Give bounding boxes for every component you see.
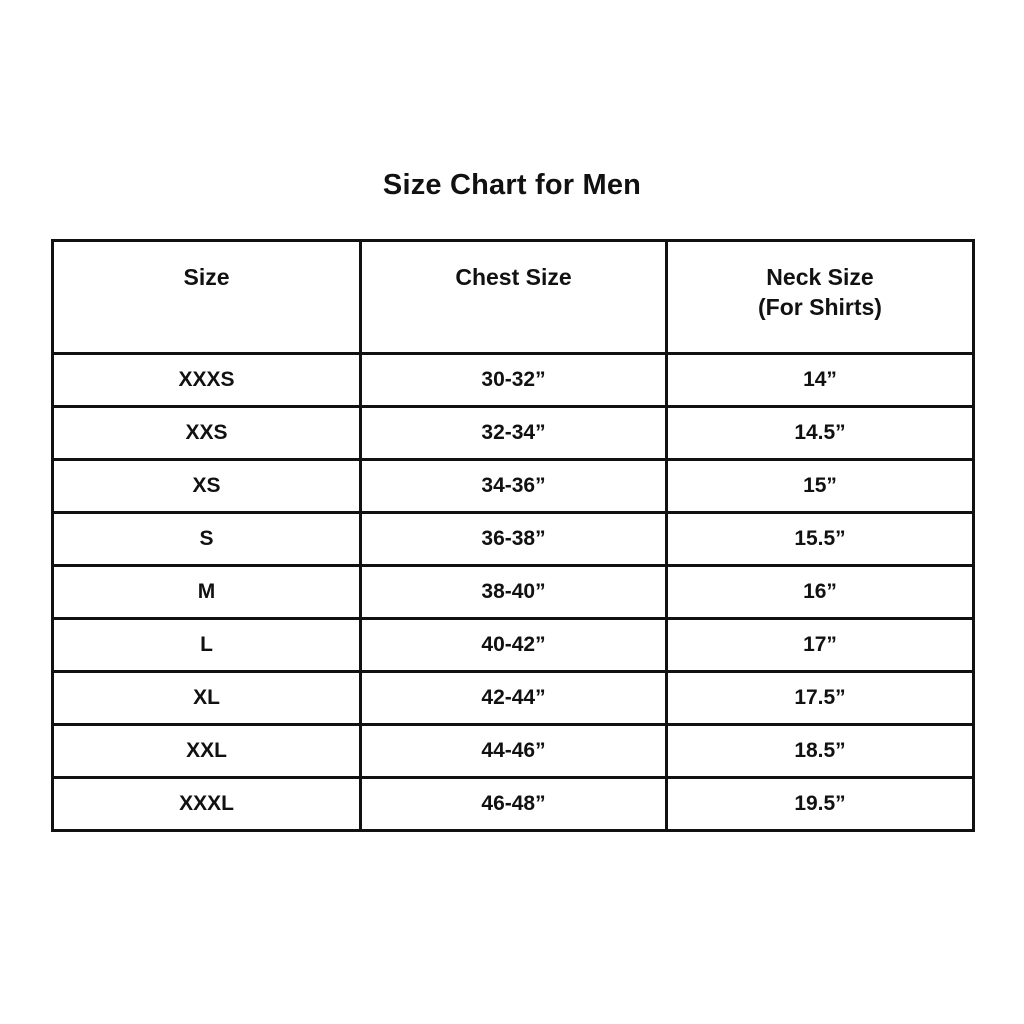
column-header-size: Size bbox=[51, 239, 362, 355]
cell-size: L bbox=[51, 617, 362, 673]
table-row: XXS 32-34” 14.5” bbox=[51, 405, 975, 461]
table-header: Size Chest Size Neck Size (For Shirts) bbox=[51, 239, 975, 355]
table-header-row: Size Chest Size Neck Size (For Shirts) bbox=[51, 239, 975, 355]
cell-neck-size: 14.5” bbox=[665, 405, 975, 461]
cell-chest-size: 38-40” bbox=[359, 564, 668, 620]
cell-size: XL bbox=[51, 670, 362, 726]
table-row: L 40-42” 17” bbox=[51, 617, 975, 673]
table-row: XXXS 30-32” 14” bbox=[51, 352, 975, 408]
cell-size: XXXL bbox=[51, 776, 362, 832]
cell-size: XS bbox=[51, 458, 362, 514]
cell-chest-size: 40-42” bbox=[359, 617, 668, 673]
cell-size: XXS bbox=[51, 405, 362, 461]
cell-neck-size: 17.5” bbox=[665, 670, 975, 726]
cell-chest-size: 44-46” bbox=[359, 723, 668, 779]
cell-neck-size: 15.5” bbox=[665, 511, 975, 567]
page-title: Size Chart for Men bbox=[382, 169, 642, 201]
table-row: S 36-38” 15.5” bbox=[51, 511, 975, 567]
column-header-neck-size: Neck Size (For Shirts) bbox=[665, 239, 975, 355]
cell-chest-size: 42-44” bbox=[359, 670, 668, 726]
table-row: M 38-40” 16” bbox=[51, 564, 975, 620]
cell-size: M bbox=[51, 564, 362, 620]
column-header-neck-size-sublabel: (For Shirts) bbox=[758, 294, 882, 321]
column-header-neck-size-label: Neck Size bbox=[766, 264, 874, 290]
cell-chest-size: 46-48” bbox=[359, 776, 668, 832]
cell-size: XXL bbox=[51, 723, 362, 779]
cell-chest-size: 36-38” bbox=[359, 511, 668, 567]
column-header-size-label: Size bbox=[183, 264, 230, 290]
cell-neck-size: 18.5” bbox=[665, 723, 975, 779]
cell-neck-size: 15” bbox=[665, 458, 975, 514]
column-header-chest-size-label: Chest Size bbox=[455, 264, 572, 290]
cell-neck-size: 19.5” bbox=[665, 776, 975, 832]
table-row: XL 42-44” 17.5” bbox=[51, 670, 975, 726]
size-chart-table: Size Chest Size Neck Size (For Shirts) X… bbox=[51, 239, 975, 832]
cell-neck-size: 14” bbox=[665, 352, 975, 408]
cell-chest-size: 32-34” bbox=[359, 405, 668, 461]
column-header-chest-size: Chest Size bbox=[359, 239, 668, 355]
cell-chest-size: 34-36” bbox=[359, 458, 668, 514]
table-row: XXL 44-46” 18.5” bbox=[51, 723, 975, 779]
cell-size: XXXS bbox=[51, 352, 362, 408]
cell-neck-size: 16” bbox=[665, 564, 975, 620]
table-row: XS 34-36” 15” bbox=[51, 458, 975, 514]
cell-chest-size: 30-32” bbox=[359, 352, 668, 408]
cell-neck-size: 17” bbox=[665, 617, 975, 673]
cell-size: S bbox=[51, 511, 362, 567]
size-chart-container: Size Chest Size Neck Size (For Shirts) X… bbox=[51, 239, 975, 832]
table-body: XXXS 30-32” 14” XXS 32-34” 14.5” XS 34-36” 15” S 3… bbox=[51, 352, 975, 832]
table-row: XXXL 46-48” 19.5” bbox=[51, 776, 975, 832]
